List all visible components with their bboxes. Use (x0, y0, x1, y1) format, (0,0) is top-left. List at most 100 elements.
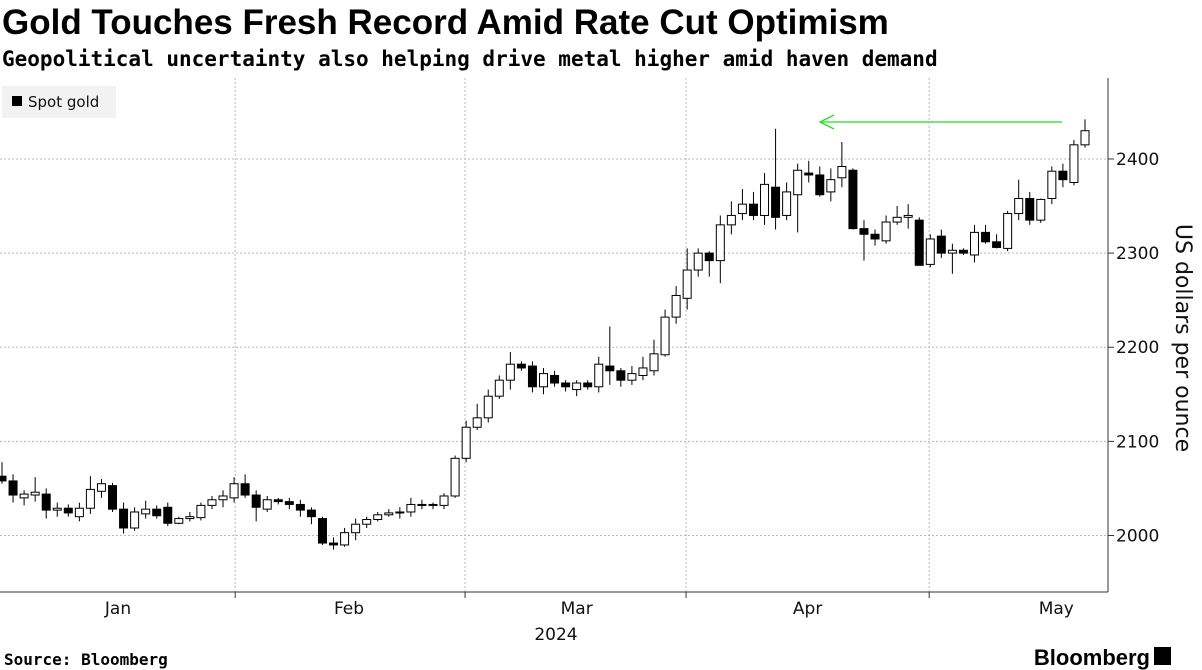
chart-subtitle: Geopolitical uncertainty also helping dr… (2, 47, 938, 71)
candle-body (1003, 213, 1013, 249)
candle-body (969, 231, 979, 256)
candle-body (693, 252, 703, 271)
y-tick-label: 2000 (1116, 527, 1159, 547)
candle-body (351, 523, 361, 534)
candle-body (748, 203, 758, 216)
candle-body (461, 426, 471, 459)
y-tick-label: 2400 (1116, 150, 1159, 170)
candle-body (550, 374, 560, 384)
candle-body (196, 504, 206, 519)
candle-body (981, 231, 991, 243)
candle-body (284, 501, 294, 505)
candle-body (616, 370, 626, 381)
candle-body (240, 483, 250, 496)
candle-body (859, 228, 869, 235)
candle-body (406, 503, 416, 513)
candle-body (340, 532, 350, 546)
candle-body (760, 183, 770, 216)
candle-body (30, 491, 40, 496)
candle-body (229, 483, 239, 499)
candle-body (494, 379, 504, 397)
brand-icon (1154, 647, 1171, 665)
x-tick-label: Jan (104, 599, 131, 619)
candle-body (0, 475, 7, 482)
candle-body (74, 507, 84, 518)
candle-body (771, 186, 781, 218)
candle-body (649, 353, 659, 372)
legend-label: Spot gold (28, 93, 99, 111)
x-tick-label: Mar (561, 599, 593, 619)
candle-body (63, 507, 73, 514)
candle-body (903, 214, 913, 218)
candle-body (108, 485, 118, 510)
candle-body (572, 382, 582, 391)
candle-body (804, 172, 814, 176)
candle-body (207, 499, 217, 506)
chart-title: Gold Touches Fresh Record Amid Rate Cut … (2, 3, 889, 42)
candle-body (682, 269, 692, 299)
candle-body (715, 224, 725, 262)
candle-body (1047, 170, 1057, 199)
candle-body (130, 511, 140, 529)
candle-body (638, 367, 648, 376)
candle-body (1025, 197, 1035, 221)
source: Source: Bloomberg (4, 650, 168, 669)
y-tick-label: 2200 (1116, 338, 1159, 358)
candle-body (992, 241, 1002, 248)
candle-body (384, 512, 394, 516)
candle-body (1069, 144, 1079, 183)
candle-body (958, 249, 968, 254)
candle-body (704, 252, 714, 262)
candle-body (152, 508, 162, 517)
candle-body (295, 503, 305, 511)
y-tick-label: 2100 (1116, 432, 1159, 452)
candle-body (870, 233, 880, 240)
candle-body (516, 363, 526, 369)
y-axis-label: US dollars per ounce (1170, 224, 1195, 452)
candle-body (163, 506, 173, 524)
candle-body (317, 518, 327, 544)
candle-body (362, 519, 372, 525)
y-tick-label: 2300 (1116, 244, 1159, 264)
candle-body (583, 382, 593, 388)
candle-body (185, 516, 195, 520)
candle-body (52, 507, 62, 511)
legend-swatch (12, 96, 22, 106)
candle-body (936, 235, 946, 254)
candle-body (881, 221, 891, 242)
candle-body (329, 542, 339, 546)
candle-body (174, 518, 184, 524)
candle-body (262, 499, 272, 510)
candle-body (793, 169, 803, 196)
candle-body (218, 495, 228, 501)
candle-body (892, 216, 902, 223)
candle-body (539, 373, 548, 388)
year-label: 2024 (534, 625, 577, 645)
candle-body (41, 493, 51, 511)
candle-body (273, 499, 283, 503)
candle-body (815, 174, 825, 196)
candle-body (373, 514, 383, 521)
candle-body (505, 363, 515, 381)
candle-body (671, 294, 681, 318)
candle-body (527, 365, 537, 388)
candle-body (726, 214, 736, 226)
candle-body (8, 480, 18, 496)
candle-body (848, 169, 858, 230)
candle-body (1080, 130, 1090, 146)
candle-body (594, 363, 604, 388)
candle-body (119, 508, 129, 529)
candle-body (439, 495, 449, 506)
candle-body (96, 483, 106, 492)
candle-body (141, 508, 151, 515)
x-tick-label: Apr (793, 599, 822, 619)
brand: Bloomberg (1034, 645, 1150, 670)
candle-body (605, 365, 615, 372)
candle-body (826, 179, 836, 193)
candle-body (450, 457, 460, 497)
candle-body (19, 493, 29, 499)
candle-body (737, 203, 747, 215)
candle-body (472, 417, 482, 428)
